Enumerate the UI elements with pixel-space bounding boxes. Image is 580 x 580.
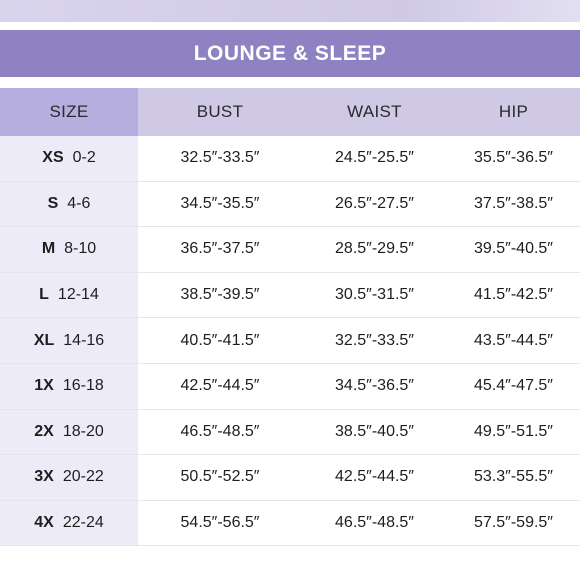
bust-cell: 34.5″-35.5″ — [180, 194, 260, 212]
size-chart-table: SIZE BUST WAIST HIP XS 0-2 32.5″-33.5″ 24.5… — [0, 88, 580, 547]
size-cell: 3X 20-22 — [0, 455, 138, 500]
waist-cell: 32.5″-33.5″ — [335, 331, 414, 349]
bust-cell: 46.5″-48.5″ — [180, 422, 260, 440]
size-cell: XL 14-16 — [0, 318, 138, 363]
bust-cell: 50.5″-52.5″ — [180, 468, 260, 486]
size-range: 0-2 — [72, 149, 96, 167]
waist-cell: 28.5″-29.5″ — [335, 240, 414, 258]
waist-cell: 46.5″-48.5″ — [335, 514, 414, 532]
bust-cell: 32.5″-33.5″ — [180, 149, 260, 167]
waist-cell: 34.5″-36.5″ — [335, 377, 414, 395]
hip-cell: 45.4″-47.5″ — [474, 377, 553, 395]
size-range: 8-10 — [64, 240, 97, 258]
hip-cell: 53.3″-55.5″ — [474, 468, 553, 486]
waist-cell: 42.5″-44.5″ — [335, 468, 414, 486]
waist-cell: 30.5″-31.5″ — [335, 286, 414, 304]
size-range: 14-16 — [63, 331, 105, 349]
size-cell: 4X 22-24 — [0, 500, 138, 546]
size-cell: S 4-6 — [0, 181, 138, 227]
bust-cell: 38.5″-39.5″ — [180, 286, 260, 304]
size-code: 4X — [34, 514, 54, 532]
table-row: XS 0-2 32.5″-33.5″ 24.5″-25.5″ 35.5″-36.5″ — [0, 136, 580, 182]
hip-cell: 43.5″-44.5″ — [474, 331, 553, 349]
hip-cell: 57.5″-59.5″ — [474, 514, 553, 532]
table-row: 3X 20-22 50.5″-52.5″ 42.5″-44.5″ 53.3″-55.5″ — [0, 455, 580, 501]
waist-cell: 24.5″-25.5″ — [335, 149, 414, 167]
hip-cell: 35.5″-36.5″ — [474, 149, 553, 167]
bottom-margin — [0, 549, 580, 580]
size-cell: L 12-14 — [0, 272, 138, 318]
chart-title: LOUNGE & SLEEP — [193, 41, 387, 65]
size-cell: 2X 18-20 — [0, 409, 138, 455]
table-body: XS 0-2 32.5″-33.5″ 24.5″-25.5″ 35.5″-36.5″ S 4… — [0, 136, 580, 547]
bust-cell: 40.5″-41.5″ — [180, 331, 260, 349]
top-decorative-strip — [0, 0, 580, 22]
bust-cell: 36.5″-37.5″ — [180, 240, 260, 258]
table-row: L 12-14 38.5″-39.5″ 30.5″-31.5″ 41.5″-42.5″ — [0, 272, 580, 319]
spacer — [0, 77, 580, 88]
spacer — [0, 22, 580, 30]
hip-cell: 41.5″-42.5″ — [474, 286, 553, 304]
bust-cell: 42.5″-44.5″ — [180, 377, 260, 395]
bust-cell: 54.5″-56.5″ — [180, 514, 260, 532]
size-code: 2X — [34, 422, 54, 440]
title-banner: LOUNGE & SLEEP — [0, 30, 580, 77]
size-cell: 1X 16-18 — [0, 363, 138, 409]
size-code: 3X — [34, 468, 54, 486]
size-code: M — [41, 240, 56, 258]
size-cell: XS 0-2 — [0, 136, 138, 181]
table-row: XL 14-16 40.5″-41.5″ 32.5″-33.5″ 43.5″-44.5″ — [0, 318, 580, 364]
waist-cell: 26.5″-27.5″ — [335, 194, 414, 212]
size-range: 22-24 — [62, 514, 104, 532]
size-cell: M 8-10 — [0, 227, 138, 272]
size-code: XL — [33, 331, 55, 349]
size-range: 16-18 — [62, 377, 104, 395]
size-range: 4-6 — [67, 194, 91, 212]
table-row: S 4-6 34.5″-35.5″ 26.5″-27.5″ 37.5″-38.5″ — [0, 181, 580, 228]
size-range: 20-22 — [62, 468, 104, 486]
waist-cell: 38.5″-40.5″ — [335, 422, 414, 440]
size-code: XS — [42, 149, 64, 167]
table-row: 1X 16-18 42.5″-44.5″ 34.5″-36.5″ 45.4″-47.5″ — [0, 363, 580, 410]
size-code: L — [39, 286, 49, 304]
column-header-bust: BUST — [196, 102, 244, 121]
table-row: 2X 18-20 46.5″-48.5″ 38.5″-40.5″ 49.5″-51.5″ — [0, 409, 580, 456]
size-code: 1X — [34, 377, 54, 395]
size-range: 18-20 — [62, 422, 104, 440]
column-header-size: SIZE — [0, 88, 138, 136]
column-header-waist: WAIST — [347, 102, 402, 121]
hip-cell: 37.5″-38.5″ — [474, 194, 553, 212]
table-header-row: SIZE BUST WAIST HIP — [0, 88, 580, 136]
size-code: S — [47, 194, 59, 212]
table-row: M 8-10 36.5″-37.5″ 28.5″-29.5″ 39.5″-40.5″ — [0, 227, 580, 273]
hip-cell: 39.5″-40.5″ — [474, 240, 553, 258]
hip-cell: 49.5″-51.5″ — [474, 422, 553, 440]
size-range: 12-14 — [57, 286, 99, 304]
column-header-hip: HIP — [498, 102, 529, 121]
table-row: 4X 22-24 54.5″-56.5″ 46.5″-48.5″ 57.5″-59.5″ — [0, 500, 580, 547]
